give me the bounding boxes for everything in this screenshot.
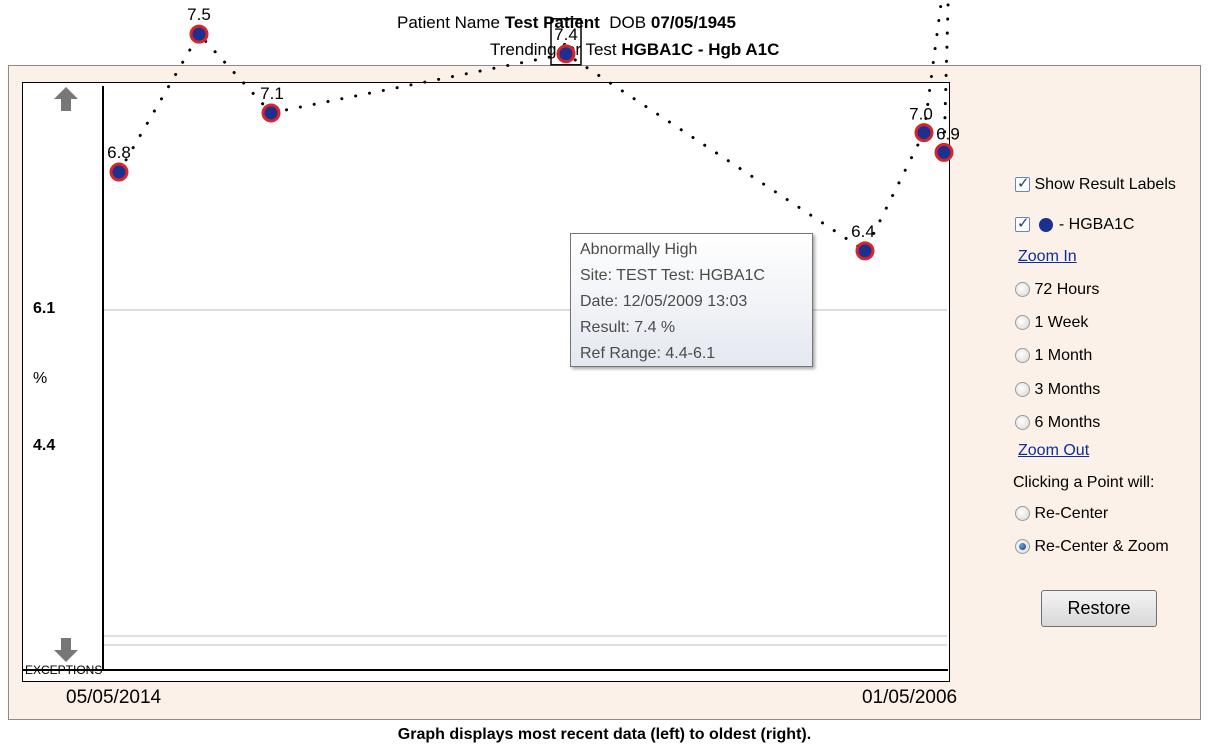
radio-icon[interactable] [1015,315,1030,331]
checkbox-checked-icon[interactable] [1015,214,1030,233]
zoom-option-label: 1 Month [1034,347,1093,364]
radio-icon[interactable] [1015,382,1030,398]
click-option-label: Re-Center [1034,505,1109,522]
x-end-date: 01/05/2006 [862,687,958,708]
zoom-in-link[interactable]: Zoom In [1018,248,1077,265]
click-behavior-label: Clicking a Point will: [1013,474,1155,491]
click-option-recenter[interactable]: Re-Center [1015,505,1108,523]
tooltip-range: Ref Range: 4.4-6.1 [580,345,716,362]
data-label: 7.5 [187,5,211,24]
y-high-label: 6.1 [33,300,56,317]
zoom-option-label: 3 Months [1034,381,1101,398]
checkbox-checked-icon[interactable] [1015,174,1030,193]
graph-footer-note: Graph displays most recent data (left) t… [397,726,812,743]
zoom-option-label: 1 Week [1034,314,1089,331]
data-point[interactable] [934,142,954,162]
data-point[interactable] [109,162,129,182]
zoom-option-6-months[interactable]: 6 Months [1015,414,1100,432]
radio-selected-icon[interactable] [1015,539,1030,555]
y-unit-label: % [33,370,48,387]
zoom-option-1-month[interactable]: 1 Month [1015,347,1092,365]
tooltip-date: Date: 12/05/2009 13:03 [580,293,748,310]
data-label: 6.9 [936,124,960,143]
data-label: 7.0 [909,105,933,124]
data-point[interactable] [914,123,934,143]
data-point[interactable] [189,24,209,44]
tooltip-title: Abnormally High [580,241,698,258]
show-labels-text: Show Result Labels [1034,176,1176,193]
zoom-option-label: 72 Hours [1034,281,1100,298]
y-low-label: 4.4 [33,437,56,454]
data-label: 7.1 [260,84,284,103]
zoom-option-1-week[interactable]: 1 Week [1015,314,1088,332]
test-name: HGBA1C - Hgb A1C [621,40,780,59]
restore-button[interactable]: Restore [1041,590,1157,627]
zoom-option-3-months[interactable]: 3 Months [1015,381,1100,399]
data-point[interactable] [556,44,576,64]
patient-header: Patient Name Test Patient DOB 07/05/1945 [397,13,736,33]
x-start-date: 05/05/2014 [66,687,162,708]
click-option-recenter-zoom[interactable]: Re-Center & Zoom [1015,538,1169,556]
dob-label: DOB [609,13,647,32]
result-tooltip: Abnormally High Site: TEST Test: HGBA1C … [570,233,813,367]
trending-label: Trending for Test [490,40,617,59]
scroll-down-arrow-icon[interactable] [52,636,80,664]
radio-icon[interactable] [1015,415,1030,431]
zoom-option-72-hours[interactable]: 72 Hours [1015,281,1099,299]
series-marker-icon [1039,217,1054,232]
data-label: 7.4 [554,25,578,44]
tooltip-result: Result: 7.4 % [580,319,676,336]
patient-name: Test Patient [504,13,600,32]
radio-icon[interactable] [1015,282,1030,298]
radio-icon[interactable] [1015,506,1030,522]
data-label: 6.8 [107,143,131,162]
show-labels-checkbox[interactable]: Show Result Labels [1015,174,1176,194]
series-line [117,0,950,254]
trending-header: Trending for Test HGBA1C - Hgb A1C [490,40,779,60]
data-label: 6.4 [851,222,875,241]
dob-value: 07/05/1945 [650,13,736,32]
click-option-label: Re-Center & Zoom [1034,538,1169,555]
plot-area[interactable] [22,82,950,682]
scroll-up-arrow-icon[interactable] [52,85,80,113]
selected-point-highlight [550,18,582,66]
data-point[interactable] [261,103,281,123]
tooltip-site: Site: TEST Test: HGBA1C [580,267,765,284]
zoom-out-link[interactable]: Zoom Out [1018,442,1090,459]
series-legend-checkbox[interactable]: - HGBA1C [1015,214,1135,234]
patient-name-label: Patient Name [397,13,500,32]
data-point[interactable] [855,241,875,261]
series-legend-text: - HGBA1C [1058,216,1135,233]
radio-icon[interactable] [1015,348,1030,364]
zoom-option-label: 6 Months [1034,414,1101,431]
